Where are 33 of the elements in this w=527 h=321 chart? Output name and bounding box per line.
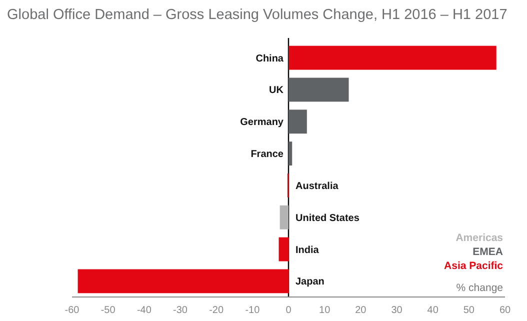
x-tick-label: 30 (391, 305, 403, 316)
text: Americas (456, 232, 504, 244)
y-tick-label: UK (269, 85, 284, 96)
y-tick-label: Japan (296, 276, 324, 288)
bar (288, 78, 349, 102)
y-tick-label: United States (296, 212, 360, 224)
x-tick-label: -20 (209, 305, 224, 316)
x-tick-label: 0 (286, 305, 292, 316)
bar (288, 142, 292, 166)
x-tick-label: 10 (319, 305, 331, 316)
x-tick-label: -50 (100, 305, 116, 316)
bar (280, 205, 288, 230)
chart-title: Global Office Demand – Gross Leasing Volumes Change, H1 2016 – H1 2017 (7, 7, 508, 23)
text: EMEA (472, 246, 504, 258)
bar (288, 46, 496, 70)
bar (278, 237, 288, 262)
x-tick-label: -30 (173, 305, 188, 316)
x-tick-label: -60 (64, 305, 80, 316)
x-tick-label: 20 (355, 305, 367, 316)
y-tick-label: Australia (296, 180, 339, 192)
y-tick-label: China (256, 53, 284, 64)
y-tick-label: Germany (240, 117, 284, 128)
x-axis-title: % change (456, 282, 504, 294)
bar (288, 110, 307, 134)
x-tick-label: 50 (463, 305, 475, 316)
x-tick-label: -10 (245, 305, 260, 316)
x-tick-label: -40 (136, 305, 152, 316)
bar (78, 269, 288, 294)
y-tick-label: France (250, 149, 284, 160)
text: Asia Pacific (444, 260, 504, 272)
x-tick-label: 40 (427, 305, 439, 316)
y-tick-label: India (296, 244, 320, 256)
x-tick-label: 60 (499, 305, 511, 316)
